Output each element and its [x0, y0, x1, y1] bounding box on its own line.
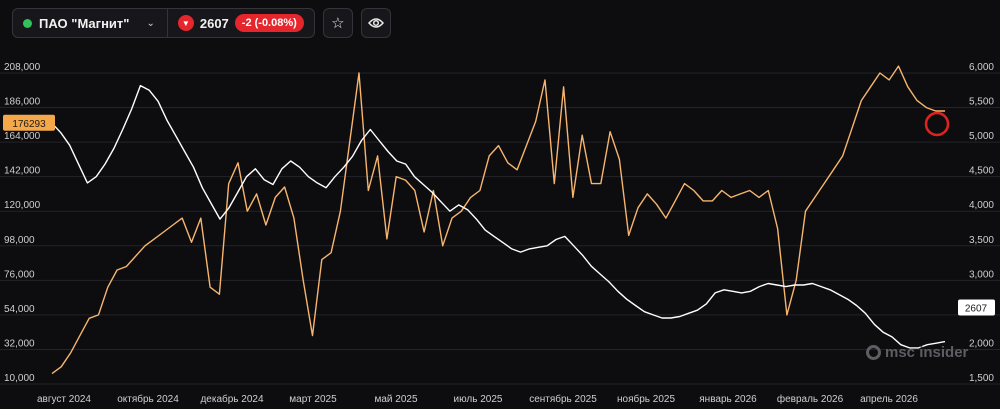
- ticker-name: ПАО "Магнит": [39, 15, 130, 31]
- x-tick-label: июль 2025: [454, 394, 503, 405]
- x-tick-label: ноябрь 2025: [617, 393, 675, 405]
- status-dot-icon: [23, 18, 32, 28]
- current-value-tag-left: [3, 114, 55, 131]
- series-line-orange: [51, 65, 945, 375]
- right-axis: 6,0005,5005,0004,5004,0003,5003,0002,500…: [969, 62, 994, 384]
- x-tick-label: февраль 2026: [777, 393, 844, 405]
- price-area: ▼ 2607 -2 (-0.08%): [168, 9, 304, 37]
- right-tick-label: 4,500: [969, 166, 994, 177]
- left-tick-label: 32,000: [4, 338, 35, 349]
- right-tick-label: 3,500: [969, 235, 994, 246]
- x-tick-label: октябрь 2024: [117, 393, 179, 405]
- left-tick-label: 164,000: [4, 131, 41, 142]
- left-tick-label: 76,000: [4, 269, 35, 280]
- left-tick-label: 186,000: [4, 97, 41, 108]
- x-axis: август 2024 октябрь 2024 декабрь 2024 март …: [37, 393, 918, 405]
- right-tick-label: 3,000: [969, 269, 994, 280]
- eye-icon: [367, 18, 384, 28]
- left-tick-label: 120,000: [4, 200, 41, 211]
- left-axis: 208,000 186,000 164,000 142,000 120,000 98,00…: [4, 62, 41, 384]
- current-price: 2607: [199, 15, 229, 31]
- right-tick-label: 4,000: [969, 200, 994, 211]
- x-tick-label: август 2024: [37, 394, 91, 405]
- ticker-selector[interactable]: ПАО "Магнит" ⌄ ▼ 2607 -2 (-0.08%): [12, 8, 315, 38]
- right-tick-label: 1,500: [969, 373, 994, 384]
- x-tick-label: март 2025: [289, 394, 337, 405]
- watermark-logo-icon: [866, 345, 881, 360]
- left-tick-label: 10,000: [4, 373, 35, 384]
- grid: [0, 72, 1000, 385]
- left-tick-label: 208,000: [4, 62, 41, 73]
- current-value-labels: 176293 2607: [3, 114, 995, 316]
- left-tick-label: 54,000: [4, 304, 35, 315]
- watermark: msc insider: [866, 344, 968, 361]
- star-icon: ☆: [331, 15, 345, 32]
- chevron-down-icon[interactable]: ⌄: [146, 17, 155, 29]
- annotation-circle: [924, 111, 950, 137]
- left-tick-label: 98,000: [4, 235, 35, 246]
- left-tick-label: 142,000: [4, 166, 41, 177]
- down-arrow-icon: ▼: [177, 15, 194, 31]
- current-value-label-left: 176293: [12, 119, 46, 130]
- x-tick-label: сентябрь 2025: [529, 393, 597, 405]
- favorite-button[interactable]: ☆: [322, 8, 353, 38]
- x-tick-label: январь 2026: [699, 394, 757, 405]
- ticker-name-area[interactable]: ПАО "Магнит" ⌄: [23, 9, 168, 37]
- x-tick-label: май 2025: [374, 394, 417, 405]
- right-tick-label: 5,500: [969, 97, 994, 108]
- x-tick-label: декабрь 2024: [200, 393, 264, 405]
- series-line-white: [51, 84, 946, 349]
- watermark-text: msc insider: [885, 344, 969, 361]
- toolbar: ПАО "Магнит" ⌄ ▼ 2607 -2 (-0.08%) ☆: [12, 7, 391, 39]
- right-tick-label: 6,000: [969, 62, 994, 73]
- x-tick-label: апрель 2026: [860, 394, 918, 405]
- current-value-label-right: 2607: [965, 303, 988, 314]
- right-tick-label: 2,000: [969, 338, 994, 349]
- price-change-badge: -2 (-0.08%): [234, 14, 304, 32]
- visibility-button[interactable]: [360, 8, 391, 38]
- right-tick-label: 5,000: [969, 131, 994, 142]
- current-value-tag-right: [958, 299, 995, 316]
